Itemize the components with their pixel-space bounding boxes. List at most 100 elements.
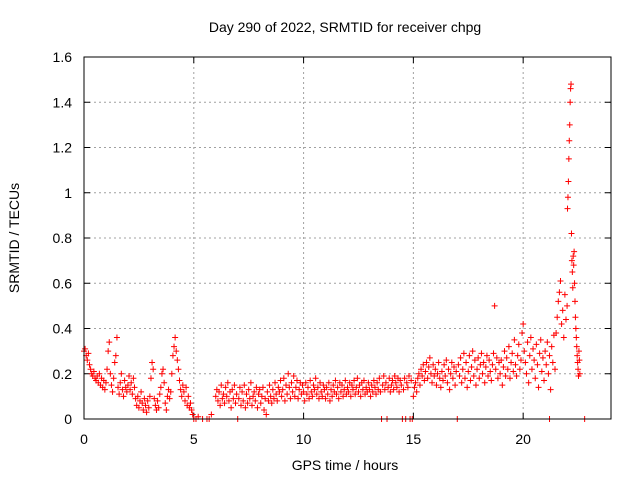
data-point	[156, 391, 163, 398]
data-point	[349, 386, 356, 393]
data-point	[408, 377, 415, 384]
data-point	[301, 397, 308, 404]
data-point	[322, 395, 329, 402]
data-point	[245, 386, 252, 393]
data-point	[574, 352, 581, 359]
data-point	[517, 357, 524, 364]
data-point	[391, 373, 398, 380]
data-point	[475, 354, 482, 361]
y-tick-label: 1	[64, 185, 72, 201]
data-point	[571, 298, 578, 305]
data-point	[537, 336, 544, 343]
data-point	[144, 397, 151, 404]
data-point	[128, 379, 135, 386]
data-point	[110, 375, 117, 382]
data-point	[573, 343, 580, 350]
data-point	[503, 354, 510, 361]
data-point	[452, 382, 459, 389]
data-point	[218, 382, 225, 389]
data-point	[559, 307, 566, 314]
data-point	[461, 375, 468, 382]
data-point	[385, 384, 392, 391]
data-point	[416, 382, 423, 389]
data-point	[469, 348, 476, 355]
data-point	[396, 388, 403, 395]
data-point	[541, 377, 548, 384]
data-point	[387, 388, 394, 395]
data-point	[424, 375, 431, 382]
data-point	[250, 393, 257, 400]
data-point	[448, 359, 455, 366]
data-point	[525, 379, 532, 386]
data-point	[478, 350, 485, 357]
data-point	[317, 379, 324, 386]
data-point	[482, 363, 489, 370]
data-point	[363, 384, 370, 391]
data-point	[138, 388, 145, 395]
data-point	[183, 384, 190, 391]
data-point	[344, 384, 351, 391]
data-point	[564, 194, 571, 201]
data-point	[359, 386, 366, 393]
x-tick-label: 15	[406, 431, 422, 447]
data-point	[386, 375, 393, 382]
data-point	[397, 377, 404, 384]
data-point	[435, 359, 442, 366]
data-point	[174, 357, 181, 364]
data-point	[277, 377, 284, 384]
data-point	[360, 377, 367, 384]
y-tick-label: 0.4	[53, 321, 73, 337]
data-point	[510, 368, 517, 375]
data-point	[173, 348, 180, 355]
x-axis-label: GPS time / hours	[292, 457, 399, 473]
data-point	[405, 373, 412, 380]
x-tick-label: 10	[296, 431, 312, 447]
data-point	[538, 368, 545, 375]
data-point	[291, 393, 298, 400]
data-point	[189, 411, 196, 418]
data-point	[572, 314, 579, 321]
data-point	[526, 352, 533, 359]
data-point	[544, 339, 551, 346]
data-point	[311, 386, 318, 393]
data-point	[143, 409, 150, 416]
data-point	[468, 363, 475, 370]
data-point	[388, 382, 395, 389]
data-point	[167, 388, 174, 395]
data-point	[212, 393, 219, 400]
y-tick-label: 0.6	[53, 275, 73, 291]
data-point	[429, 379, 436, 386]
data-point	[340, 393, 347, 400]
y-tick-label: 0.8	[53, 230, 73, 246]
data-point	[554, 314, 561, 321]
data-point	[178, 393, 185, 400]
data-point	[319, 393, 326, 400]
data-point	[151, 395, 158, 402]
data-point	[280, 375, 287, 382]
x-tick-label: 0	[80, 431, 88, 447]
data-point	[413, 388, 420, 395]
data-point	[285, 370, 292, 377]
data-point	[450, 363, 457, 370]
data-point	[446, 386, 453, 393]
data-point	[219, 395, 226, 402]
data-point	[158, 370, 165, 377]
data-point	[287, 395, 294, 402]
data-point	[157, 384, 164, 391]
data-point	[220, 391, 227, 398]
data-point	[427, 370, 434, 377]
data-point	[434, 370, 441, 377]
data-point	[168, 370, 175, 377]
data-point	[547, 386, 554, 393]
data-point	[420, 361, 427, 368]
data-point	[411, 384, 418, 391]
data-point	[423, 359, 430, 366]
data-point	[459, 366, 466, 373]
data-point	[334, 384, 341, 391]
data-point	[565, 178, 572, 185]
data-point	[175, 366, 182, 373]
data-point	[179, 382, 186, 389]
data-point	[330, 382, 337, 389]
data-point	[470, 373, 477, 380]
data-point	[109, 388, 116, 395]
